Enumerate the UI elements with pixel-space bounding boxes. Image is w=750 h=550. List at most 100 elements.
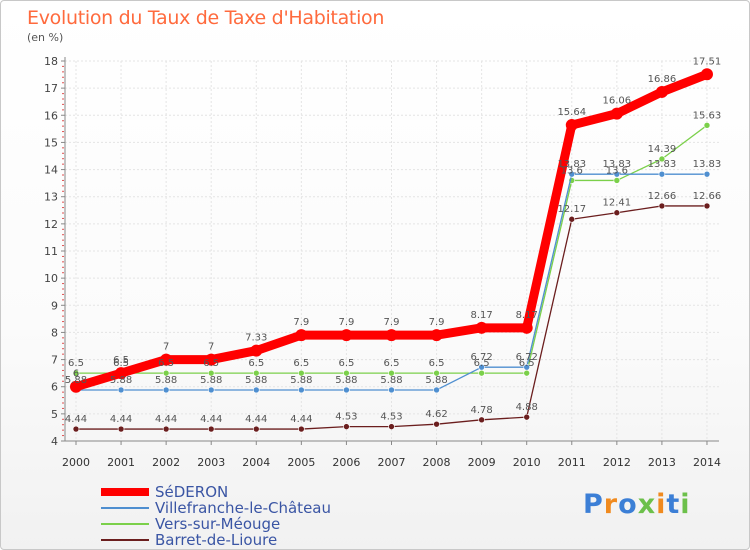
- series-point-0: [70, 380, 82, 393]
- data-label: 4.78: [470, 405, 492, 416]
- x-tick-label: 2000: [62, 456, 90, 469]
- series-point-0: [115, 367, 128, 380]
- y-tick-label: 5: [51, 408, 58, 421]
- series-point-0: [565, 119, 578, 132]
- data-label: 7.33: [245, 333, 267, 344]
- x-tick-label: 2007: [377, 456, 405, 469]
- y-tick-label: 10: [44, 272, 58, 285]
- series-point-2: [298, 369, 305, 377]
- data-label: 8.17: [470, 310, 492, 321]
- x-tick-label: 2006: [332, 456, 360, 469]
- series-point-3: [658, 202, 666, 210]
- series-point-2: [252, 369, 260, 377]
- data-label: 4.44: [110, 414, 132, 425]
- legend-label: Barret-de-Lioure: [155, 531, 278, 549]
- series-point-3: [388, 423, 395, 430]
- data-label: 13.83: [603, 159, 632, 170]
- series-point-1: [207, 386, 215, 394]
- data-label: 16.06: [603, 96, 632, 107]
- series-point-2: [207, 369, 215, 377]
- data-label: 12.66: [693, 191, 722, 202]
- series-point-3: [298, 425, 305, 433]
- data-label: 5.88: [425, 375, 447, 386]
- series-point-3: [478, 416, 485, 424]
- legend-swatch: [101, 507, 149, 509]
- data-label: 7: [163, 342, 169, 353]
- data-label: 17.51: [693, 56, 722, 67]
- series-point-0: [295, 329, 308, 342]
- data-label: 4.53: [380, 412, 402, 423]
- data-label: 5.88: [110, 375, 132, 386]
- series-point-1: [162, 386, 170, 394]
- data-label: 5.88: [200, 375, 222, 386]
- series-point-2: [523, 369, 531, 377]
- data-label: 6.5: [384, 358, 400, 369]
- y-tick-label: 6: [51, 381, 58, 394]
- series-point-0: [385, 329, 398, 342]
- proxiti-logo: Proxiti: [583, 489, 691, 520]
- data-label: 7: [208, 342, 214, 353]
- x-tick-label: 2014: [693, 456, 721, 469]
- series-point-2: [658, 155, 666, 163]
- data-label: 8.17: [516, 310, 538, 321]
- series-point-3: [162, 425, 170, 433]
- series-point-3: [703, 202, 711, 210]
- y-tick-label: 18: [44, 55, 58, 68]
- series-point-3: [568, 215, 576, 223]
- series-point-3: [523, 413, 531, 421]
- legend-swatch: [101, 523, 149, 525]
- data-label: 13.6: [561, 165, 583, 176]
- series-point-0: [475, 321, 488, 334]
- data-label: 12.66: [648, 191, 677, 202]
- data-label: 6.5: [474, 358, 490, 369]
- data-label: 6.5: [338, 358, 354, 369]
- series-point-3: [117, 425, 125, 433]
- series-point-1: [568, 170, 576, 178]
- x-tick-label: 2001: [107, 456, 135, 469]
- series-point-0: [610, 107, 623, 120]
- x-tick-label: 2013: [648, 456, 676, 469]
- logo-letter: r: [603, 489, 619, 520]
- data-label: 7.9: [384, 317, 400, 328]
- data-label: 4.44: [290, 414, 312, 425]
- series-point-3: [72, 425, 80, 433]
- series-point-3: [207, 425, 215, 433]
- y-tick-label: 16: [44, 109, 58, 122]
- data-label: 6.5: [429, 358, 445, 369]
- series-point-0: [700, 68, 713, 81]
- data-label: 12.41: [603, 198, 632, 209]
- data-label: 4.44: [245, 414, 267, 425]
- data-label: 5.88: [245, 375, 267, 386]
- series-point-1: [388, 386, 395, 394]
- data-label: 7.9: [429, 317, 445, 328]
- y-tick-label: 13: [44, 191, 58, 204]
- series-point-0: [340, 329, 353, 342]
- series-point-2: [72, 369, 80, 377]
- data-label: 5.88: [155, 375, 177, 386]
- y-tick-label: 4: [51, 435, 58, 448]
- series-point-3: [433, 420, 440, 428]
- data-label: 6.72: [470, 352, 492, 363]
- logo-letter: P: [583, 489, 604, 520]
- x-tick-label: 2011: [558, 456, 586, 469]
- x-tick-label: 2012: [603, 456, 631, 469]
- data-label: 7.9: [338, 317, 354, 328]
- data-label: 6.5: [519, 358, 535, 369]
- x-tick-label: 2009: [468, 456, 496, 469]
- logo-letter: x: [637, 489, 657, 520]
- series-point-0: [205, 353, 218, 366]
- data-label: 15.63: [693, 110, 722, 121]
- logo-letter: o: [618, 489, 638, 520]
- y-tick-label: 15: [44, 136, 58, 149]
- x-tick-label: 2003: [197, 456, 225, 469]
- data-label: 4.53: [335, 412, 357, 423]
- data-label: 13.6: [606, 165, 628, 176]
- logo-letter: t: [666, 489, 681, 520]
- data-label: 16.86: [648, 74, 677, 85]
- logo-letter: i: [656, 489, 667, 520]
- data-label: 4.44: [200, 414, 222, 425]
- series-point-0: [160, 353, 173, 366]
- series-point-1: [703, 170, 711, 178]
- y-tick-label: 14: [44, 164, 58, 177]
